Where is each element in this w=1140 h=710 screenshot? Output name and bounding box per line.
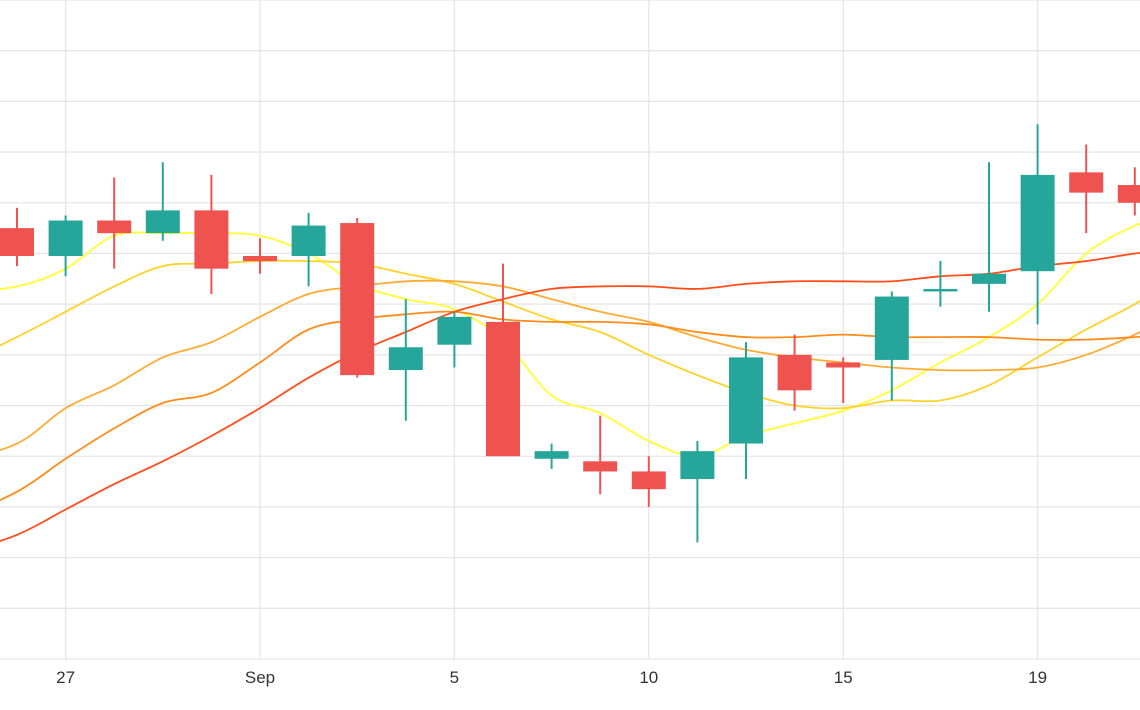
moving-average-line-4 [0, 310, 1140, 502]
candle-body-up [1020, 174, 1055, 272]
candle-body-down [631, 471, 666, 490]
candle [1020, 124, 1055, 325]
candle-body-down [243, 255, 277, 262]
candle [145, 162, 180, 241]
candle-body-up [680, 451, 715, 480]
candle-body-down [777, 354, 812, 391]
candle-body-down [194, 210, 229, 269]
candle [48, 215, 83, 277]
candle [1117, 167, 1140, 216]
candle-body-up [534, 451, 569, 459]
candles [0, 124, 1140, 543]
candle-body-up [729, 357, 763, 444]
candle [534, 443, 569, 469]
candle [486, 263, 520, 457]
x-tick-label: 27 [56, 668, 75, 687]
x-axis-ticks: 27 Sep 5 10 15 19 [56, 668, 1047, 687]
candle [680, 441, 715, 543]
candle-body-up [874, 296, 909, 360]
candle [1069, 144, 1104, 234]
candle-body-down [1117, 185, 1140, 203]
candle-body-up [437, 316, 472, 345]
moving-average-line-3 [0, 279, 1140, 452]
candle-body-up [291, 225, 326, 256]
candle-body-down [486, 321, 520, 457]
candle [874, 291, 909, 401]
candle [340, 217, 375, 378]
x-tick-label: 10 [639, 668, 658, 687]
candle [972, 162, 1006, 312]
candle [437, 311, 472, 368]
candle-body-down [583, 461, 618, 472]
x-tick-label: 5 [450, 668, 459, 687]
grid [0, 0, 1140, 660]
candle-body-up [923, 288, 958, 292]
x-tick-label: 19 [1028, 668, 1047, 687]
candle-body-up [145, 210, 180, 234]
candle-body-up [388, 347, 423, 371]
candle [923, 261, 958, 307]
candle [194, 174, 229, 295]
candle [243, 238, 277, 274]
moving-average-line-2 [0, 259, 1140, 410]
x-tick-label: Sep [245, 668, 275, 687]
candle-body-down [0, 228, 34, 256]
candle [631, 456, 666, 507]
candle [388, 299, 423, 421]
candle [583, 415, 618, 495]
candle [97, 177, 132, 269]
candle [729, 342, 763, 480]
candle-body-up [48, 220, 83, 256]
candle [0, 207, 34, 267]
candle-body-down [826, 362, 861, 368]
candle-body-down [1069, 172, 1104, 193]
candle-body-down [340, 223, 375, 376]
x-tick-label: 15 [834, 668, 853, 687]
candle [826, 357, 861, 404]
candle [777, 334, 812, 411]
candle-body-up [972, 273, 1006, 284]
candle-body-down [97, 220, 132, 234]
candle [291, 212, 326, 287]
